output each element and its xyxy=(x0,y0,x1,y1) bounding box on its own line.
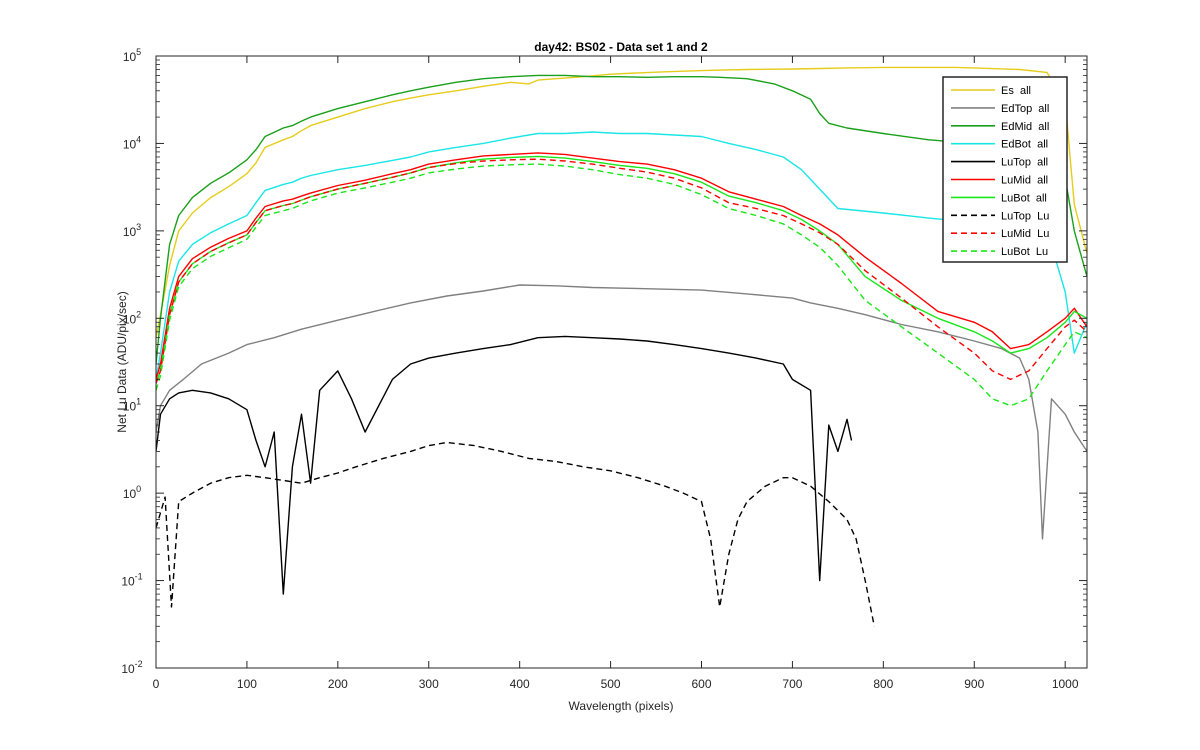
series-line-1 xyxy=(156,284,1087,540)
y-tick-label: 10-1 xyxy=(121,572,142,589)
x-tick-label: 700 xyxy=(782,677,802,691)
series-line-2 xyxy=(156,74,1087,365)
y-tick-label: 105 xyxy=(123,47,141,64)
y-tick-label: 104 xyxy=(123,134,141,151)
legend: Es all EdTop all EdMid all EdBot all LuTop a… xyxy=(942,76,1068,263)
legend-label-0: Es all xyxy=(1001,85,1031,97)
legend-label-1: EdTop all xyxy=(1001,103,1049,115)
legend-label-9: LuBot Lu xyxy=(1001,246,1048,258)
x-tick-label: 600 xyxy=(691,677,711,691)
series-line-7 xyxy=(156,441,875,627)
y-tick-label: 102 xyxy=(123,309,141,326)
x-tick-label: 400 xyxy=(510,677,530,691)
x-tick-label: 100 xyxy=(237,677,257,691)
x-tick-label: 0 xyxy=(153,677,160,691)
axes-frame xyxy=(155,55,1088,669)
series-line-0 xyxy=(156,66,1087,338)
plot-area: 0 100 200 300 400 500 600 700 800 900 1000 10-210-… xyxy=(121,47,1088,691)
x-tick-label: 200 xyxy=(328,677,348,691)
series-line-9 xyxy=(156,163,1087,407)
y-tick-label: 10-2 xyxy=(121,659,142,676)
y-tick-label: 103 xyxy=(123,222,141,239)
x-tick-label: 500 xyxy=(601,677,621,691)
x-tick-label: 300 xyxy=(419,677,439,691)
legend-label-3: EdBot all xyxy=(1001,139,1048,151)
series-line-6 xyxy=(156,155,1087,384)
y-axis-label: Net Lu Data (ADU/pix/sec) xyxy=(115,291,129,432)
legend-label-6: LuBot all xyxy=(1001,192,1047,204)
legend-label-8: LuMid Lu xyxy=(1001,228,1049,240)
legend-label-7: LuTop Lu xyxy=(1001,210,1049,222)
x-axis-label: Wavelength (pixels) xyxy=(569,699,674,713)
y-tick-label: 100 xyxy=(123,484,141,501)
y-axis: 10-2 10-1 100 101 102 103 104 105 xyxy=(121,47,1087,676)
x-tick-label: 800 xyxy=(873,677,893,691)
series-line-5 xyxy=(156,152,1087,380)
series-line-4 xyxy=(156,335,853,595)
x-axis: 0 100 200 300 400 500 600 700 800 900 1000 xyxy=(153,56,1079,691)
axes-background xyxy=(156,56,1087,668)
legend-label-5: LuMid all xyxy=(1001,175,1048,187)
legend-label-2: EdMid all xyxy=(1001,121,1049,133)
x-tick-label: 900 xyxy=(964,677,984,691)
chart-title: day42: BS02 - Data set 1 and 2 xyxy=(534,40,708,54)
y-tick-label: 101 xyxy=(123,397,141,414)
legend-label-4: LuTop all xyxy=(1001,157,1048,169)
x-tick-label: 1000 xyxy=(1052,677,1079,691)
series-line-8 xyxy=(156,158,1087,384)
